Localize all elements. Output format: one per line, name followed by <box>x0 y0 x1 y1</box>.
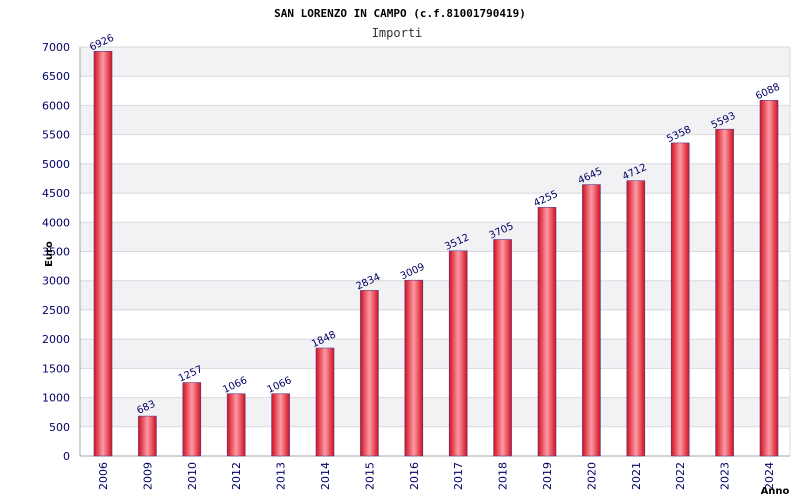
y-tick-label: 5000 <box>42 158 70 171</box>
y-tick-labels: 0 500 1000 1500 2000 2500 3000 3500 4000 4500 5000… <box>42 41 70 463</box>
y-tick-label: 3500 <box>42 246 70 259</box>
bar <box>138 415 157 457</box>
bar <box>670 142 690 457</box>
value-label: 3009 <box>399 262 427 283</box>
bar <box>404 279 424 457</box>
x-tick-label: 2024 <box>763 462 776 490</box>
bar <box>448 250 468 457</box>
grid-band <box>80 47 790 77</box>
x-tick-label: 2009 <box>141 462 154 490</box>
bar <box>93 51 113 457</box>
bar <box>715 128 734 457</box>
x-tick-label: 2013 <box>275 462 288 490</box>
chart-title: SAN LORENZO IN CAMPO (c.f.81001790419) <box>274 7 526 20</box>
x-tick-label: 2015 <box>363 462 376 490</box>
x-tick-label: 2020 <box>585 462 598 490</box>
value-label: 1066 <box>221 375 249 396</box>
y-tick-label: 6000 <box>42 99 70 112</box>
y-tick-label: 1500 <box>42 362 70 375</box>
bar <box>626 180 646 457</box>
y-axis-label: Euro <box>44 241 55 267</box>
y-tick-label: 4000 <box>42 216 70 229</box>
x-tick-label: 2021 <box>630 462 643 490</box>
chart-subtitle: Importi <box>372 26 423 40</box>
x-tick-label: 2022 <box>674 462 687 490</box>
x-tick-label: 2017 <box>452 462 465 490</box>
bar <box>271 393 290 457</box>
grid-band <box>80 105 790 135</box>
bar <box>537 207 557 457</box>
x-tick-label: 2014 <box>319 462 332 490</box>
bar <box>226 393 246 457</box>
bars <box>93 51 779 457</box>
x-axis-label: Anno <box>761 486 790 497</box>
x-tick-label: 2018 <box>497 462 510 490</box>
bar <box>182 382 202 457</box>
y-tick-label: 1000 <box>42 392 70 405</box>
x-tick-label: 2012 <box>230 462 243 490</box>
bar <box>759 99 779 457</box>
y-tick-label: 500 <box>49 421 70 434</box>
x-tick-label: 2019 <box>541 462 554 490</box>
x-tick-label: 2016 <box>408 462 421 490</box>
bar <box>493 239 512 457</box>
y-tick-label: 7000 <box>42 41 70 54</box>
y-tick-label: 4500 <box>42 187 70 200</box>
y-tick-label: 2500 <box>42 304 70 317</box>
y-tick-label: 2000 <box>42 333 70 346</box>
y-tick-label: 0 <box>63 450 70 463</box>
y-tick-label: 3000 <box>42 275 70 288</box>
bar <box>360 290 379 457</box>
value-label: 1066 <box>266 375 294 396</box>
x-tick-label: 2006 <box>97 462 110 490</box>
x-tick-labels: 2006 2009 2010 2012 2013 2014 2015 2016 2017 2018… <box>97 462 776 490</box>
y-tick-label: 6500 <box>42 70 70 83</box>
y-tick-label: 5500 <box>42 129 70 142</box>
bar <box>582 184 601 457</box>
x-tick-label: 2010 <box>186 462 199 490</box>
x-tick-label: 2023 <box>719 462 732 490</box>
bar <box>315 347 335 457</box>
value-label: 6088 <box>754 82 782 103</box>
